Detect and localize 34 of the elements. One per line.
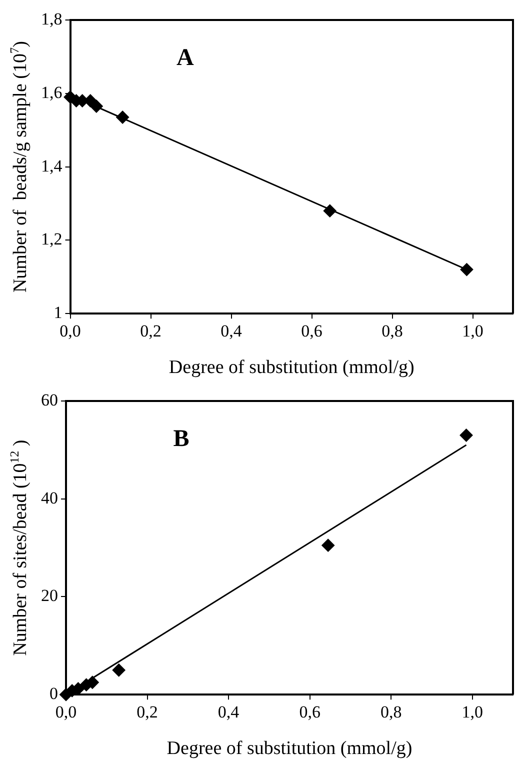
x-tick-label: 0,6	[299, 702, 320, 722]
point	[90, 100, 103, 113]
x-axis-title: Degree of substitution (mmol/g)	[166, 738, 412, 759]
y-tick-label: 1,6	[41, 82, 62, 102]
point	[323, 204, 336, 218]
x-tick-label: 0,6	[301, 321, 322, 340]
y-tick-label: 60	[41, 390, 58, 410]
y-tick-label: 1	[54, 303, 62, 322]
x-tick-label: 0,0	[55, 702, 77, 722]
x-axis-title: Degree of substitution (mmol/g)	[168, 357, 414, 378]
y-tick-label: 0	[50, 684, 58, 704]
x-tick-label: 0,2	[140, 321, 162, 340]
y-axis-title: Number of beads/g sample (107)	[7, 41, 31, 293]
x-tick-label: 1,0	[462, 702, 483, 722]
x-tick-label: 0,0	[60, 321, 81, 340]
y-tick-label: 1,2	[41, 230, 62, 249]
point	[116, 110, 130, 124]
x-tick-label: 0,2	[136, 702, 158, 722]
y-tick-label: 1,8	[41, 9, 62, 28]
x-tick-label: 0,4	[218, 702, 240, 722]
y-tick-label: 20	[41, 586, 58, 606]
point	[460, 263, 474, 276]
y-axis-title: Number of sites/bead (1012 )	[7, 440, 31, 656]
x-tick-label: 0,4	[220, 321, 242, 340]
annotation: A	[176, 45, 195, 71]
point	[112, 664, 126, 677]
point	[322, 538, 335, 552]
x-tick-label: 1,0	[462, 321, 484, 340]
x-tick-label: 0,8	[380, 702, 402, 722]
y-tick-label: 40	[41, 488, 58, 508]
y-tick-label: 1,4	[41, 156, 63, 176]
annotation: B	[173, 426, 190, 452]
point	[460, 428, 473, 442]
x-tick-label: 0,8	[382, 321, 403, 340]
